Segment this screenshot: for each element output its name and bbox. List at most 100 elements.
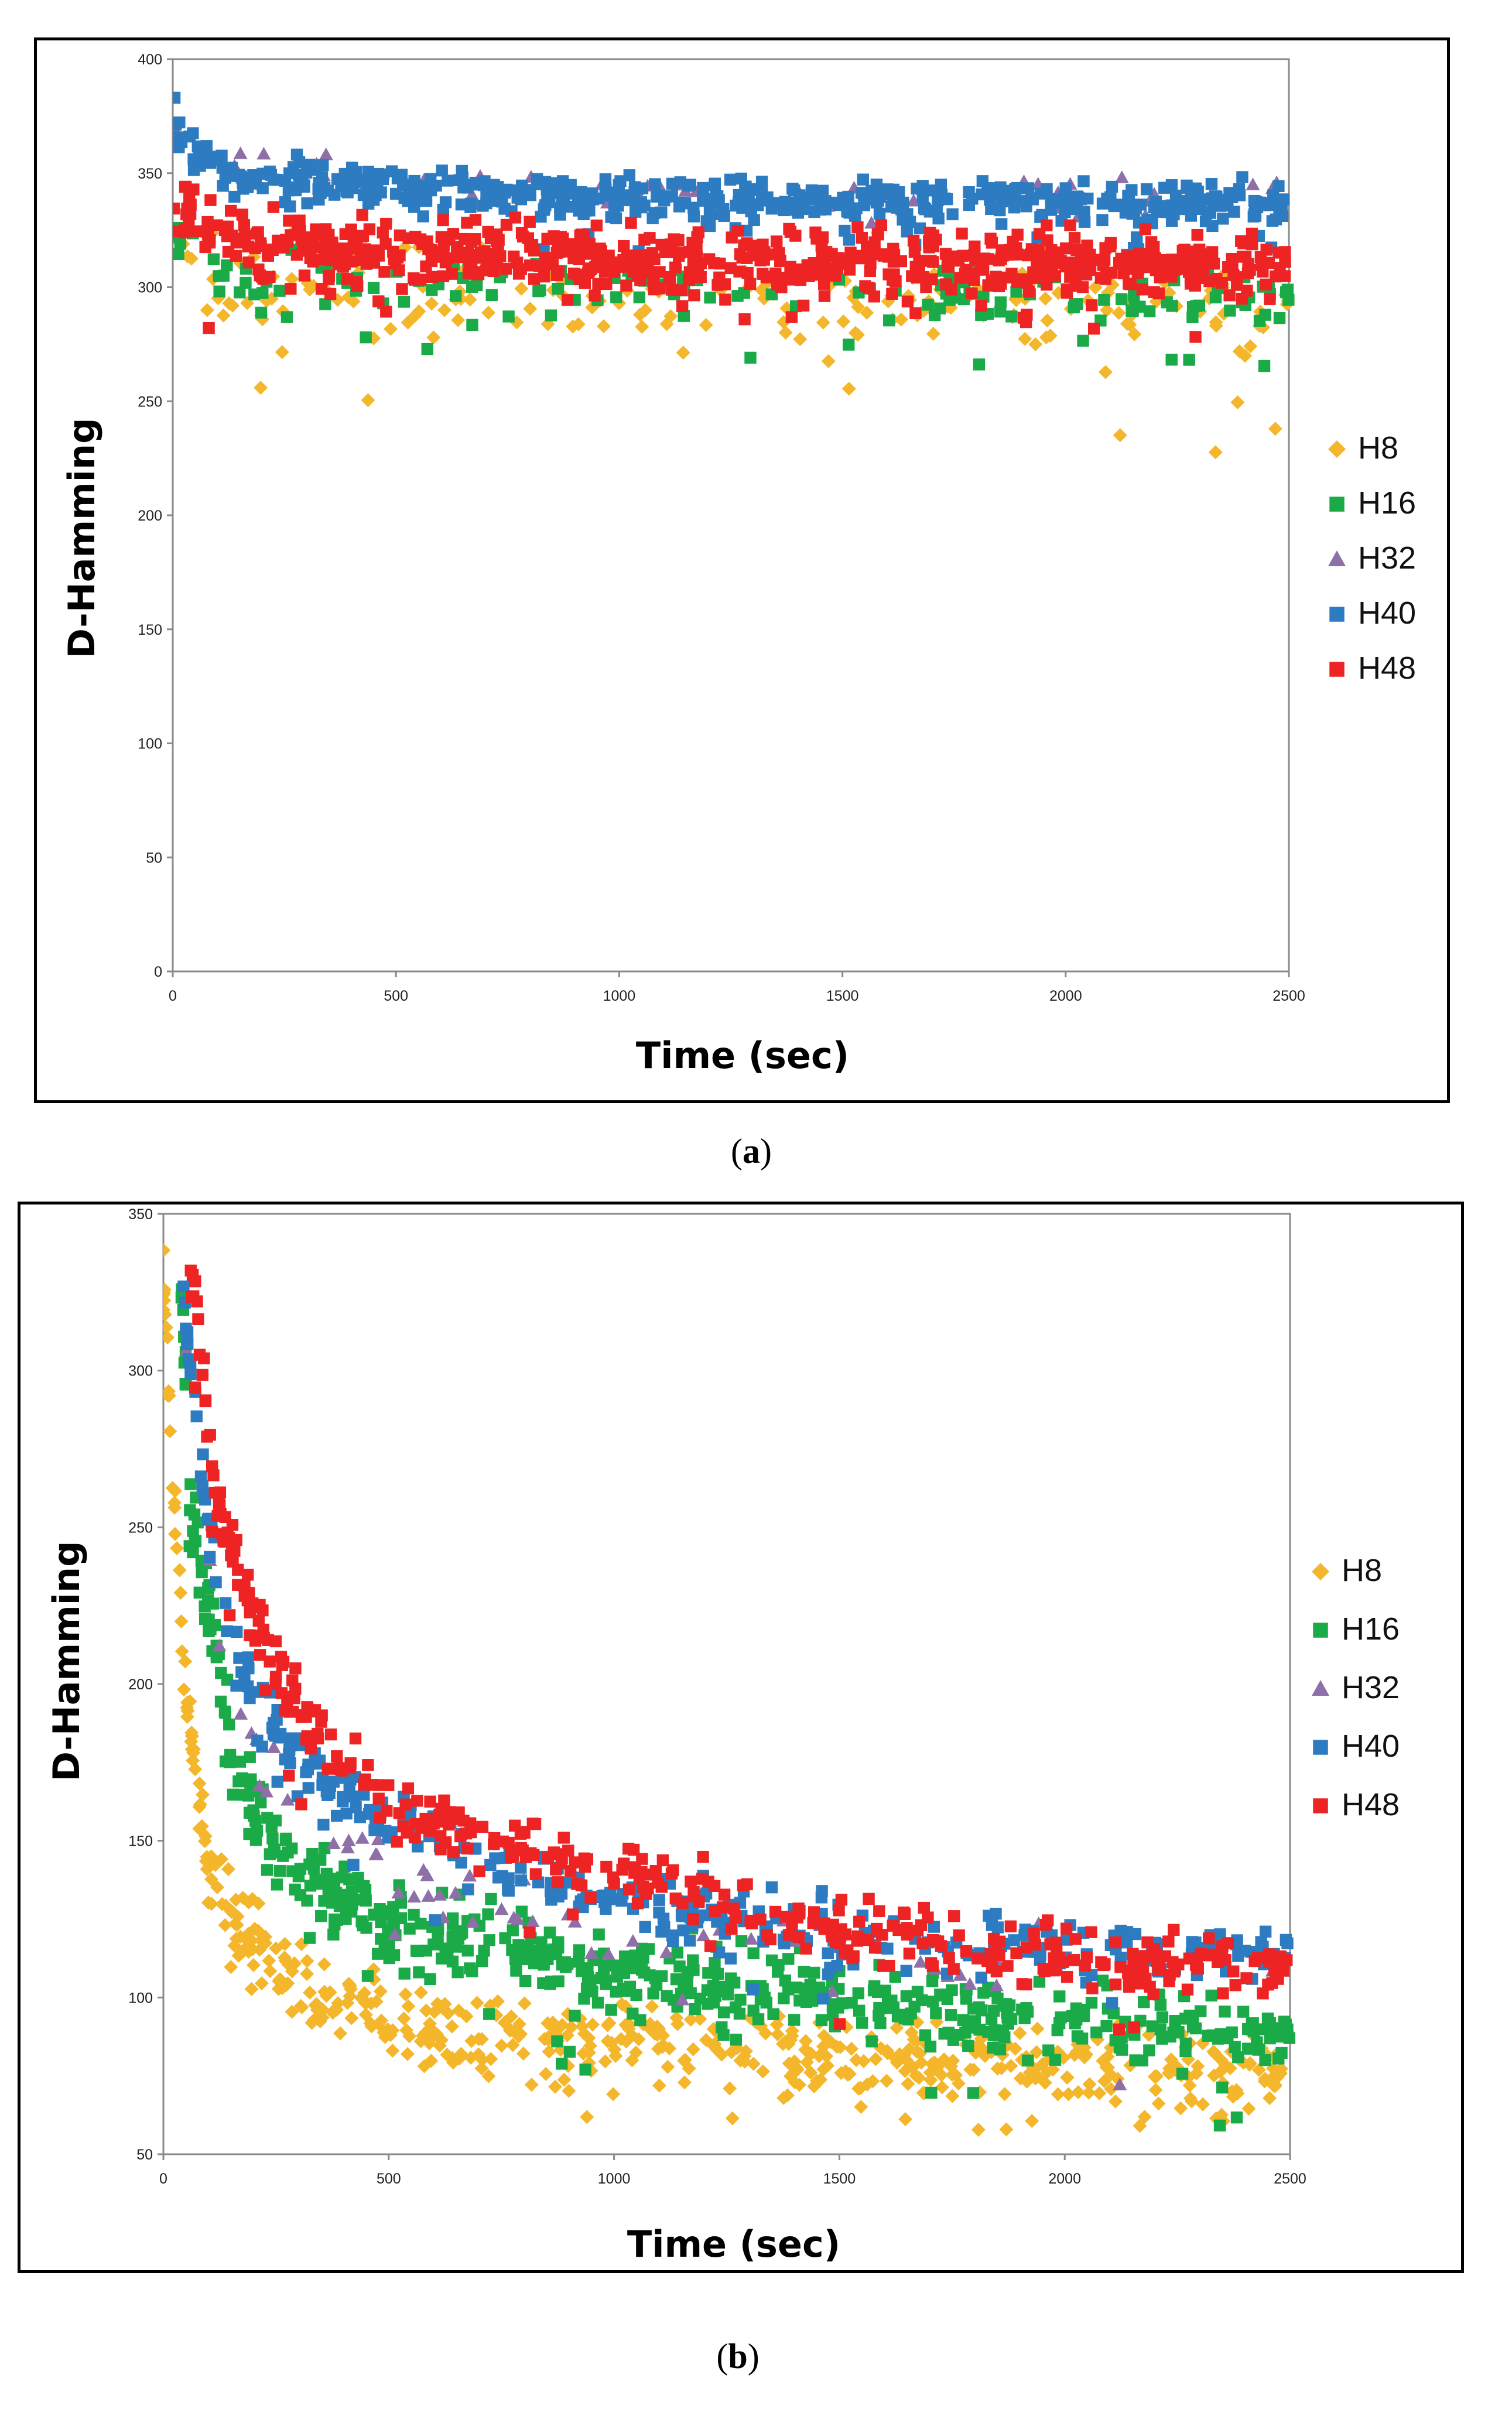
data-point-h40 <box>1197 193 1210 206</box>
data-point-h40 <box>290 148 303 161</box>
data-point-h16 <box>962 2039 974 2052</box>
data-point-h16 <box>251 1825 264 1837</box>
data-point-h16 <box>510 1965 522 1977</box>
data-point-h48 <box>459 232 471 245</box>
data-point-h40 <box>187 153 200 166</box>
data-point-h16 <box>1005 310 1018 323</box>
data-point-h48 <box>382 1779 395 1791</box>
data-point-h8 <box>475 2052 490 2067</box>
data-point-h48 <box>281 1699 293 1711</box>
data-point-h48 <box>204 194 217 206</box>
data-point-h8 <box>851 2081 866 2096</box>
data-point-h48 <box>873 1905 885 1917</box>
data-point-h16 <box>576 1965 588 1977</box>
data-point-h40 <box>1281 1937 1294 1949</box>
data-point-h8 <box>425 296 439 311</box>
data-point-h8 <box>914 2055 929 2070</box>
data-point-h48 <box>315 1716 327 1728</box>
data-point-h16 <box>1259 2054 1271 2066</box>
data-point-h48 <box>402 232 415 245</box>
data-point-h40 <box>839 224 851 237</box>
data-point-h8 <box>834 2066 849 2080</box>
data-point-h40 <box>788 184 801 197</box>
data-point-h32 <box>355 1831 370 1844</box>
data-point-h16 <box>1273 312 1286 324</box>
data-point-h48 <box>786 268 799 280</box>
data-point-h16 <box>687 1954 699 1966</box>
data-point-h8 <box>638 303 653 317</box>
data-point-h48 <box>321 1763 334 1775</box>
data-point-h16 <box>1202 2030 1215 2042</box>
data-point-h16 <box>716 2021 728 2034</box>
data-point-h48 <box>426 271 438 283</box>
data-point-h40 <box>1236 171 1248 183</box>
data-point-h16 <box>395 1912 408 1924</box>
data-point-h16 <box>1116 2044 1128 2056</box>
data-point-h40 <box>442 174 454 187</box>
data-point-h40 <box>816 184 829 197</box>
data-point-h48 <box>389 257 402 270</box>
data-point-h48 <box>546 258 559 271</box>
data-point-h8 <box>163 1285 171 1300</box>
data-point-h16 <box>843 338 855 351</box>
data-point-h48 <box>644 232 656 244</box>
data-point-h8 <box>464 2034 479 2048</box>
data-point-h16 <box>788 2014 801 2026</box>
data-point-h16 <box>634 2014 646 2027</box>
data-point-h48 <box>1113 2023 1126 2036</box>
data-point-h40 <box>713 194 725 206</box>
data-point-h48 <box>1246 227 1258 240</box>
data-point-h48 <box>635 260 647 272</box>
data-point-h40 <box>462 1883 474 1895</box>
data-point-h8 <box>602 2015 617 2030</box>
data-point-h8 <box>215 1897 230 1911</box>
data-point-h8 <box>929 2015 944 2030</box>
data-point-h48 <box>362 1759 374 1771</box>
legend-marker-h16 <box>1329 497 1345 512</box>
data-point-h48 <box>871 1922 883 1935</box>
data-point-h8 <box>778 325 793 340</box>
data-point-h8 <box>809 2073 824 2088</box>
data-point-h40 <box>1260 197 1272 210</box>
data-point-h16 <box>685 1987 697 2000</box>
data-point-h48 <box>800 1942 812 1955</box>
legend-label-h40: H40 <box>1358 596 1416 631</box>
data-point-h16 <box>532 285 545 297</box>
y-tick-label: 250 <box>128 1520 153 1536</box>
data-point-h32 <box>340 1840 355 1854</box>
data-point-h16 <box>483 1934 495 1946</box>
data-point-h16 <box>856 2017 868 2029</box>
data-point-h40 <box>417 210 429 223</box>
data-point-h48 <box>484 232 497 245</box>
data-point-h8 <box>738 2044 753 2058</box>
data-point-h40 <box>1259 1925 1272 1938</box>
data-point-h40 <box>687 201 700 214</box>
data-point-h40 <box>477 200 489 212</box>
data-point-h8 <box>581 2055 596 2070</box>
data-point-h48 <box>633 1872 646 1885</box>
data-point-h16 <box>967 2003 980 2015</box>
data-point-h48 <box>833 1904 845 1917</box>
y-tick-label: 300 <box>138 280 162 296</box>
data-point-h48 <box>875 219 888 231</box>
data-point-h16 <box>873 2002 885 2014</box>
data-point-h16 <box>413 1966 425 1979</box>
data-point-h48 <box>189 1381 201 1394</box>
data-point-h32 <box>266 1740 281 1753</box>
data-point-h16 <box>451 1966 464 1979</box>
data-point-h48 <box>733 265 745 278</box>
data-point-h48 <box>575 1879 588 1892</box>
data-point-h8 <box>888 2051 902 2066</box>
data-point-h48 <box>1183 254 1196 266</box>
data-point-h48 <box>625 217 637 229</box>
data-point-h8 <box>1182 2078 1197 2093</box>
x-axis-title: Time (sec) <box>636 1034 849 1077</box>
data-point-h8 <box>1209 319 1223 333</box>
data-point-h16 <box>738 287 750 299</box>
data-point-h16 <box>1022 2054 1034 2067</box>
data-point-h48 <box>1172 1958 1185 1971</box>
data-point-h8 <box>880 2073 894 2088</box>
data-point-h40 <box>819 195 832 207</box>
data-point-h8 <box>662 2041 677 2056</box>
data-point-h48 <box>402 1782 415 1795</box>
